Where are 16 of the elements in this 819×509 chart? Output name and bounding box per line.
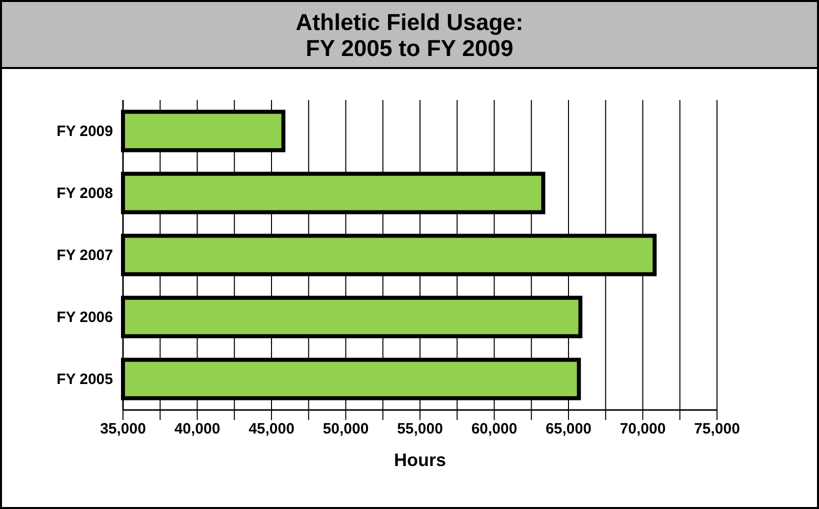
x-tick-label: 60,000 [471, 420, 518, 438]
x-tick-label: 45,000 [248, 420, 294, 438]
y-tick-label: FY 2007 [56, 246, 113, 264]
x-tick-label: 40,000 [174, 420, 220, 438]
y-tick-label: FY 2005 [56, 370, 113, 388]
x-tick-label: 55,000 [397, 420, 443, 438]
x-tick-label: 35,000 [100, 420, 146, 438]
y-tick-label: FY 2006 [56, 308, 113, 326]
x-axis-title: Hours [394, 450, 446, 470]
y-tick-label: FY 2008 [56, 184, 113, 202]
y-tick-label: FY 2009 [56, 122, 113, 140]
chart-title: Athletic Field Usage: FY 2005 to FY 2009 [296, 9, 524, 61]
x-tick-label: 65,000 [546, 420, 592, 438]
x-tick-label: 75,000 [694, 420, 740, 438]
x-tick-label: 50,000 [322, 420, 369, 438]
x-tick-label: 70,000 [620, 420, 666, 438]
